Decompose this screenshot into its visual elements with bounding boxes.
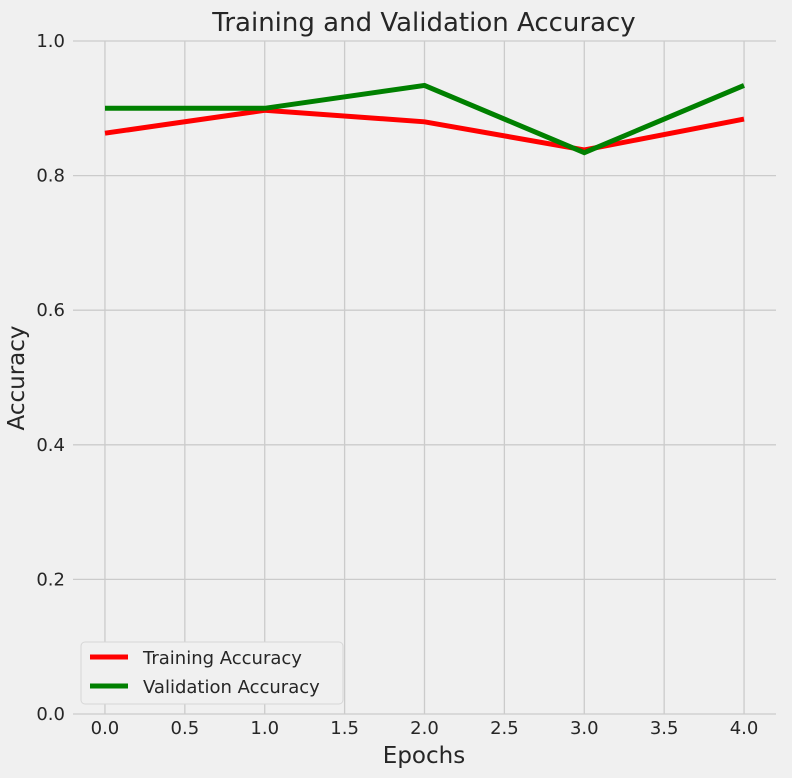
chart-title: Training and Validation Accuracy: [211, 8, 635, 38]
y-axis-label: Accuracy: [4, 325, 30, 430]
tick-labels: 0.0 0.5 1.0 1.5 2.0 2.5 3.0 3.5 4.0 0.0 0.2 0.4 0.6 0…: [36, 31, 758, 739]
y-tick-label: 0.8: [36, 166, 65, 187]
y-tick-label: 0.2: [36, 569, 65, 590]
x-tick-label: 1.0: [250, 718, 279, 739]
x-axis-label: Epochs: [383, 743, 465, 769]
legend-box: [80, 641, 344, 705]
y-tick-label: 0.0: [36, 704, 65, 725]
legend-label-training: Training Accuracy: [142, 648, 302, 669]
legend-label-validation: Validation Accuracy: [143, 677, 320, 698]
x-tick-label: 2.5: [490, 718, 519, 739]
x-tick-label: 4.0: [730, 718, 759, 739]
x-tick-label: 0.0: [91, 718, 120, 739]
x-tick-label: 3.5: [650, 718, 679, 739]
legend: Training Accuracy Validation Accuracy: [80, 641, 344, 705]
series-layer: [104, 82, 745, 156]
y-tick-label: 0.4: [36, 435, 65, 456]
x-tick-label: 0.5: [171, 718, 200, 739]
x-tick-label: 3.0: [570, 718, 599, 739]
grid: [73, 40, 776, 715]
y-tick-label: 1.0: [36, 31, 65, 52]
y-tick-label: 0.6: [36, 300, 65, 321]
x-tick-label: 2.0: [410, 718, 439, 739]
x-tick-label: 1.5: [330, 718, 359, 739]
